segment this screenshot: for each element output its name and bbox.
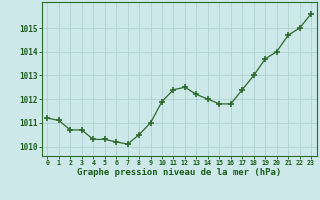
X-axis label: Graphe pression niveau de la mer (hPa): Graphe pression niveau de la mer (hPa) — [77, 168, 281, 177]
